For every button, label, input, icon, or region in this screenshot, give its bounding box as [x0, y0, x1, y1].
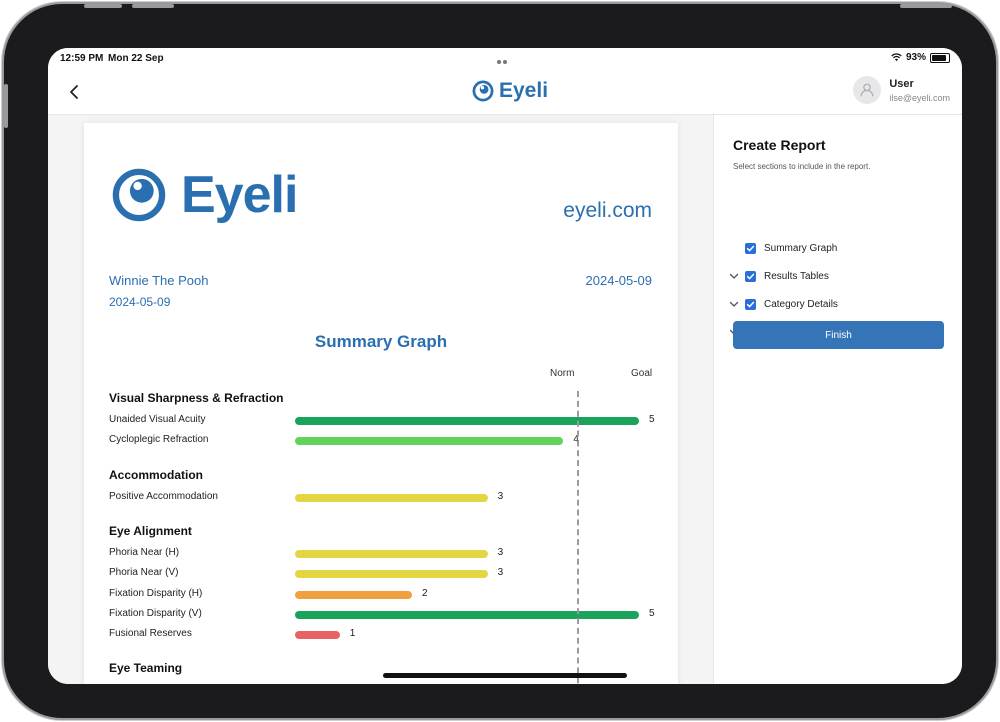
patient-date: 2024-05-09 — [109, 295, 171, 309]
report-section-option[interactable]: Results Tables — [728, 268, 948, 284]
metric-value: 2 — [421, 587, 428, 599]
metric-label: Phoria Near (H) — [109, 546, 180, 558]
section-checkbox[interactable] — [745, 298, 756, 310]
section-option-label: Category Details — [764, 298, 838, 310]
metric-label: Fixation Disparity (H) — [109, 587, 203, 599]
graph-group-title: Eye Teaming — [109, 661, 183, 676]
metric-label: Phoria Near (V) — [109, 567, 179, 579]
nav-title: Eyeli — [499, 79, 549, 102]
metric-label: Fusional Reserves — [109, 628, 192, 640]
finish-button[interactable]: Finish — [733, 321, 944, 349]
metric-value: 5 — [649, 414, 655, 425]
graph-metric-row: Phoria Near (V) 3 — [84, 566, 678, 582]
graph-metric-row: Fusional Reserves 1 — [84, 627, 678, 643]
patient-name: Winnie The Pooh — [109, 273, 209, 288]
chevron-down-icon[interactable] — [728, 270, 740, 282]
section-option-label: Results Tables — [764, 270, 829, 282]
power-button — [900, 4, 952, 8]
metric-value: 3 — [497, 490, 504, 502]
back-chevron-icon[interactable] — [64, 82, 84, 102]
metric-bar — [295, 610, 639, 619]
summary-graph-title: Summary Graph — [314, 332, 448, 351]
norm-label: Norm — [550, 368, 575, 379]
ipad-frame: 12:59 PM Mon 22 Sep 93% Eyeli User — [4, 4, 996, 718]
metric-label: Cycloplegic Refraction — [109, 434, 209, 446]
section-option-label: Summary Graph — [764, 242, 838, 254]
metric-value: 4 — [573, 434, 579, 446]
graph-group-title: Visual Sharpness & Refraction — [109, 391, 284, 405]
metric-bar — [295, 590, 412, 599]
nav-logo: Eyeli — [472, 79, 548, 103]
user-email: ilse@eyeli.com — [889, 92, 950, 103]
status-time: 12:59 PM — [60, 53, 104, 64]
user-avatar-icon[interactable] — [853, 76, 882, 104]
metric-bar — [295, 631, 340, 640]
home-indicator[interactable] — [383, 673, 627, 678]
report-website: eyeli.com — [563, 199, 652, 222]
metric-value: 3 — [497, 546, 504, 558]
graph-metric-row: Binocular Acuity2 — [84, 683, 678, 684]
report-brand-name: Eyeli — [181, 166, 298, 224]
graph-metric-row: Fixation Disparity (H) 2 — [84, 587, 678, 603]
user-menu[interactable]: User ilse@eyeli.com — [853, 76, 950, 104]
metric-value: 3 — [497, 567, 504, 579]
graph-metric-row: Phoria Near (H) 3 — [84, 546, 678, 562]
battery-icon — [930, 52, 950, 63]
report-brand: Eyeli — [111, 165, 298, 225]
report-preview-area: Eyeli eyeli.com Winnie The Pooh 2024-05-… — [48, 115, 713, 684]
graph-group-title: Eye Alignment — [109, 523, 192, 538]
metric-label: Unaided Visual Acuity — [109, 414, 206, 425]
eye-logo-icon — [472, 80, 494, 102]
metric-bar — [295, 549, 488, 558]
section-checkbox[interactable] — [745, 242, 756, 254]
graph-metric-row: Cycloplegic Refraction 4 — [84, 433, 678, 449]
chevron-down-icon[interactable] — [728, 298, 740, 310]
report-section-option[interactable]: Category Details — [728, 296, 948, 312]
status-date: Mon 22 Sep — [108, 53, 164, 64]
metric-bar — [295, 570, 488, 579]
norm-line — [577, 391, 580, 684]
side-button — [4, 84, 8, 128]
graph-group-title: Accommodation — [109, 467, 204, 482]
graph-metric-row: Unaided Visual Acuity 5 — [84, 413, 678, 429]
metric-label: Fixation Disparity (V) — [109, 607, 202, 619]
metric-value: 1 — [349, 628, 356, 640]
metric-label: Positive Accommodation — [109, 490, 218, 502]
status-bar: 12:59 PM Mon 22 Sep 93% — [48, 48, 962, 75]
checkmark-icon — [746, 245, 755, 252]
panel-title: Create Report — [733, 137, 826, 153]
eye-logo-icon — [112, 168, 166, 222]
graph-metric-row: Positive Accommodation 3 — [84, 490, 678, 506]
metric-bar — [295, 437, 564, 446]
checkmark-icon — [746, 301, 755, 308]
battery-percent: 93% — [905, 52, 926, 63]
top-navigation-bar: Eyeli User ilse@eyeli.com — [48, 70, 962, 115]
volume-button — [84, 4, 122, 8]
screen: 12:59 PM Mon 22 Sep 93% Eyeli User — [48, 48, 962, 684]
status-right: 93% — [891, 52, 950, 63]
metric-bar — [295, 493, 488, 502]
report-page: Eyeli eyeli.com Winnie The Pooh 2024-05-… — [84, 123, 678, 684]
wifi-icon — [891, 53, 902, 62]
report-date: 2024-05-09 — [585, 273, 653, 288]
section-checkbox[interactable] — [745, 270, 756, 282]
graph-metric-row: Fixation Disparity (V) 5 — [84, 607, 678, 623]
volume-button — [132, 4, 174, 8]
create-report-panel: Create Report Select sections to include… — [713, 115, 962, 684]
panel-subtitle: Select sections to include in the report… — [733, 162, 871, 171]
metric-value: 5 — [649, 607, 655, 619]
metric-bar — [295, 417, 639, 425]
multitasking-dots-icon[interactable] — [497, 56, 513, 75]
goal-label: Goal — [631, 368, 653, 379]
checkmark-icon — [746, 273, 755, 280]
report-section-option[interactable]: Summary Graph — [728, 240, 948, 256]
user-name: User — [889, 77, 914, 90]
